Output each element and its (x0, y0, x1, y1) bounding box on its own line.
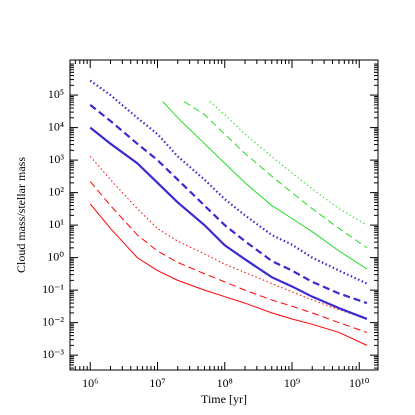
series-line (89, 181, 368, 333)
y-tick-label: 10⁰ (47, 249, 64, 263)
y-tick-label: 10⁻¹ (42, 282, 64, 296)
y-tick-label: 10⁵ (48, 87, 64, 101)
y-tick-label: 10¹ (48, 217, 64, 231)
series-line (89, 104, 368, 305)
series-line (89, 203, 368, 346)
y-tick-label: 10⁻² (42, 314, 64, 328)
y-axis-label: Cloud mass/stellar mass (14, 157, 28, 273)
series-line (89, 126, 368, 320)
series-line (89, 79, 368, 285)
series-line (89, 156, 368, 320)
y-tick-label: 10³ (48, 152, 64, 166)
x-tick-label: 10¹⁰ (349, 376, 370, 390)
y-tick-label: 10⁴ (48, 119, 64, 133)
x-axis-label: Time [yr] (201, 392, 247, 406)
y-tick-label: 10⁻³ (42, 347, 64, 361)
x-tick-label: 10⁷ (149, 376, 165, 390)
y-tick-label: 10² (48, 184, 64, 198)
plot-frame (69, 59, 379, 371)
x-tick-label: 10⁶ (82, 376, 98, 390)
series-line (183, 101, 368, 249)
series-line (162, 101, 368, 270)
series-line (209, 101, 368, 226)
x-tick-label: 10⁸ (217, 376, 233, 390)
x-tick-label: 10⁹ (284, 376, 300, 390)
